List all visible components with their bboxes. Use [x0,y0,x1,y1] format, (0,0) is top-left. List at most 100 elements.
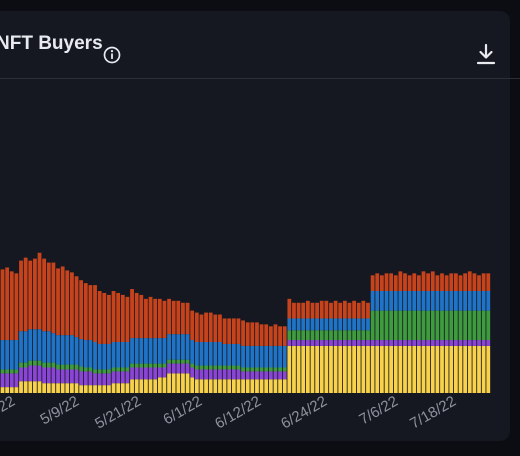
bar-segment [273,371,278,380]
bar-segment [102,369,107,374]
bar-segment [97,343,102,370]
bar-segment [157,338,162,364]
bar-segment [134,367,139,380]
bar-segment [287,318,292,331]
bar-segment [236,365,241,370]
bar-segment [338,302,343,319]
bar-segment [407,291,412,311]
bar-segment [139,363,144,368]
bar-segment [181,373,185,393]
bar-segment [305,330,310,341]
bar-segment [449,273,454,291]
bar-segment [42,331,47,363]
bar-segment [157,377,162,393]
bar-segment [19,260,23,332]
bar-segment [51,333,56,363]
bar-segment [231,365,236,370]
bar-segment [250,322,255,346]
bar-segment [375,291,380,311]
x-axis-tick-labels: 4/27/22 5/9/22 5/21/22 6/1/22 6/12/22 6/24/22… [0,393,459,433]
bar-segment [259,367,264,372]
bar-segment [245,371,250,380]
bar-segment [301,318,306,331]
bar-segment [264,371,269,380]
bar-segment [60,364,65,370]
bar-segment [324,345,329,393]
bar-segment [426,291,431,311]
bar-segment [125,383,130,393]
bar-segment [213,365,218,370]
bar-segment [407,340,412,346]
info-icon[interactable] [103,46,121,64]
bar-segment [273,324,278,346]
bar-segment [310,318,315,331]
bar-segment [23,257,28,332]
bar-segment [472,273,477,291]
bar-segment [9,271,14,341]
bar-segment [416,340,421,346]
bar-segment [199,379,204,393]
bar-segment [259,379,264,393]
bar-segment [171,334,176,360]
bar-segment [88,285,93,341]
bar-segment [139,379,144,393]
bar-segment [153,298,158,339]
bar-segment [319,345,324,393]
bar-segment [259,324,264,346]
bar-segment [375,340,380,346]
bar-segment [83,340,88,368]
bar-segment [23,362,28,368]
bar-segment [199,369,204,380]
bar-segment [403,345,407,393]
bar-segment [190,377,195,393]
bar-segment [333,318,338,331]
bar-segment [366,302,370,319]
bar-segment [208,365,213,370]
bar-segment [60,383,65,393]
bar-segment [56,268,60,336]
bar-segment [440,291,444,311]
bar-segment [185,363,190,374]
bar-segment [481,291,486,311]
download-icon[interactable] [474,42,498,66]
bar-segment [444,340,449,346]
bar-segment [245,367,250,372]
bar-segment [305,345,310,393]
bar-segment [486,345,491,393]
bar-segment [255,345,259,368]
bar-segment [292,302,296,319]
bar-segment [435,275,440,291]
bar-segment [33,258,37,330]
stacked-bar-chart: 4/27/22 5/9/22 5/21/22 6/1/22 6/12/22 6/24/22… [0,252,491,433]
bar-segment [236,369,241,380]
bar-segment [278,367,282,372]
bar-segment [107,294,111,344]
bar-segment [134,338,139,364]
bar-segment [384,345,389,393]
bar-segment [167,298,171,335]
bar-segment [416,291,421,311]
bar-segment [37,360,42,366]
bar-segment [426,340,431,346]
bar-segment [199,365,204,370]
bar-segment [125,342,130,368]
bar-segment [176,334,181,360]
bar-segment [278,326,282,346]
bar-segment [301,345,306,393]
bar-segment [51,262,56,334]
bar-segment [352,300,356,319]
bar-segment [171,363,176,374]
bar-segment [292,318,296,331]
bar-segment [310,302,315,319]
bar-segment [449,340,454,346]
bar-segment [5,369,10,374]
bar-segment [467,345,472,393]
bar-segment [426,273,431,291]
bar-segment [458,275,463,291]
bar-segment [65,364,70,370]
bar-segment [472,310,477,341]
card-header: NFT Buyers [0,12,520,79]
bar-segment [361,318,366,331]
bar-segment [222,379,227,393]
bar-segment [259,345,264,368]
